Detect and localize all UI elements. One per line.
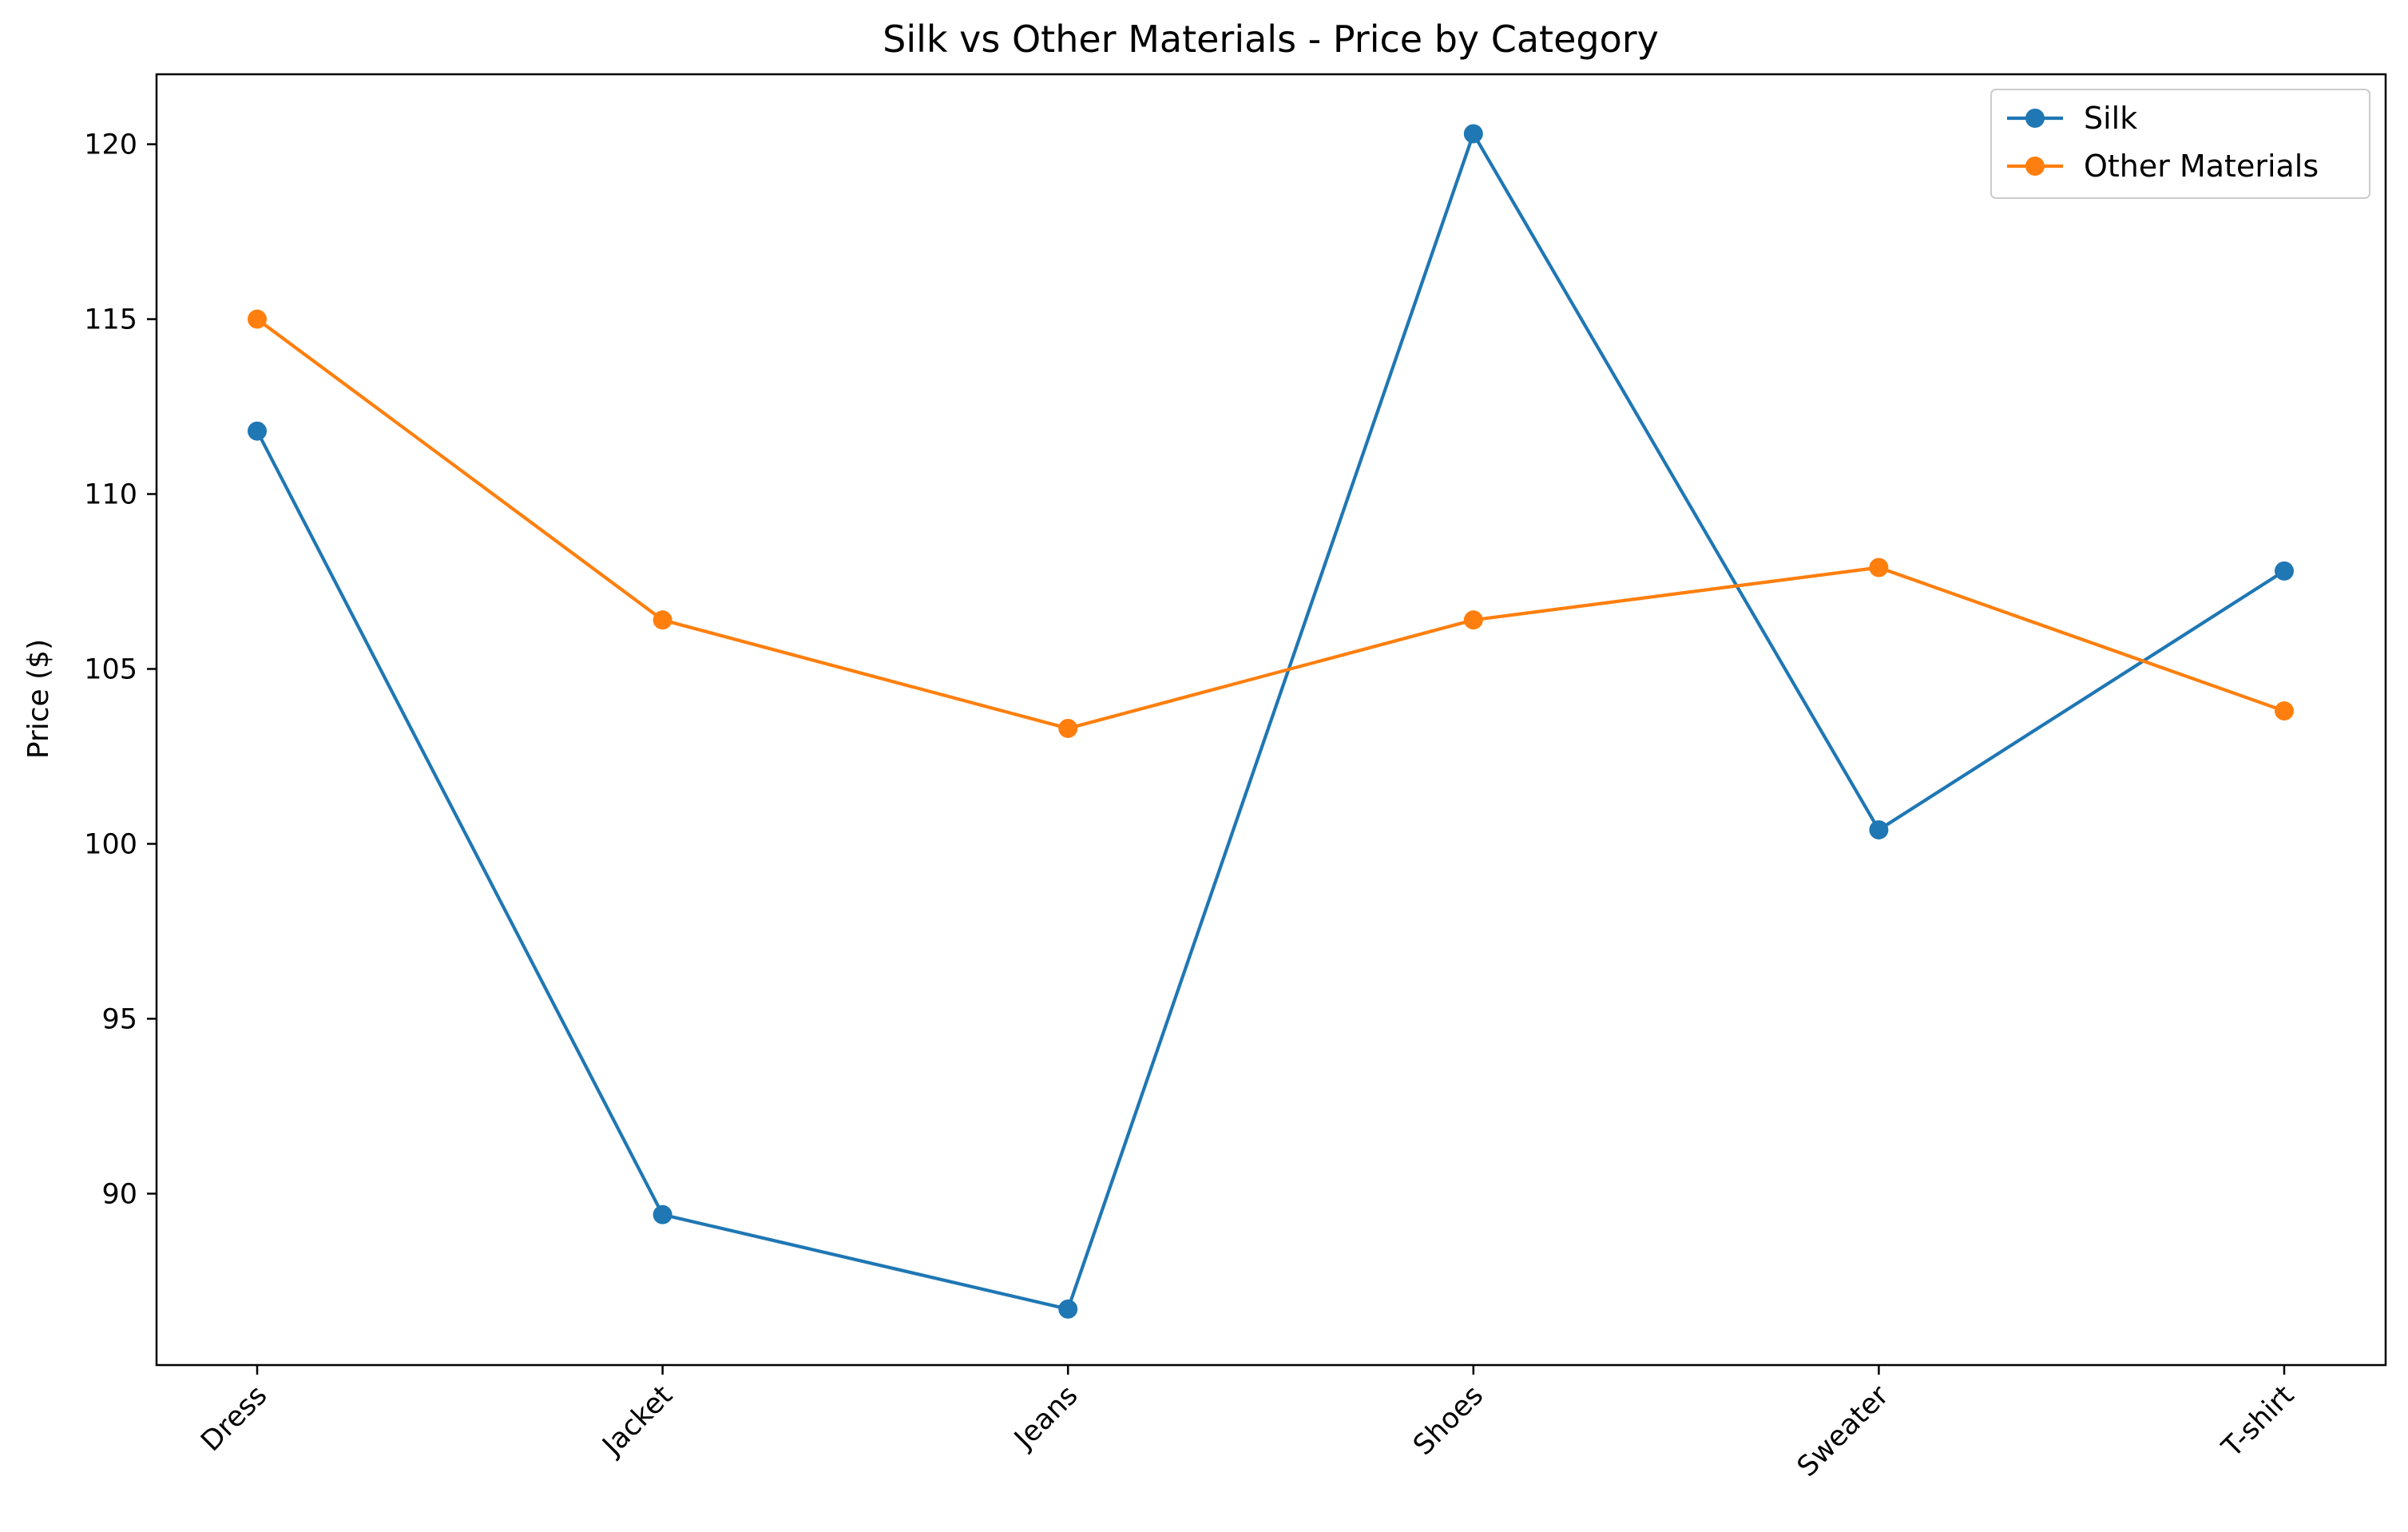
y-tick-label: 95 [101, 1003, 137, 1035]
x-tick-label: Sweater [1791, 1379, 1895, 1483]
legend-label: Other Materials [2084, 149, 2319, 184]
y-tick-label: 120 [84, 129, 137, 161]
data-point-0-4 [1869, 820, 1889, 839]
legend-box [1990, 89, 2370, 199]
x-tick-label: T-shirt [2216, 1379, 2300, 1464]
legend-marker-0 [2025, 109, 2045, 128]
data-point-0-3 [1463, 124, 1483, 144]
series-line-0 [255, 132, 2287, 1312]
x-tick-label: Shoes [1407, 1379, 1490, 1462]
data-point-1-2 [1058, 718, 1078, 738]
data-point-0-1 [653, 1205, 672, 1224]
data-point-1-1 [653, 610, 672, 630]
x-tick-label: Jeans [1008, 1379, 1085, 1456]
series-line-1 [255, 317, 2287, 731]
plot-frame [155, 73, 2387, 1367]
y-tick-label: 110 [84, 479, 137, 511]
data-point-0-2 [1058, 1299, 1078, 1319]
y-tick-label: 100 [84, 828, 137, 860]
y-tick-label: 105 [84, 653, 137, 685]
y-axis-label: Price ($) [22, 639, 55, 759]
data-point-1-4 [1869, 558, 1889, 577]
legend-marker-1 [2025, 157, 2045, 176]
x-tick-label: Dress [195, 1379, 273, 1458]
data-point-0-0 [248, 421, 267, 441]
legend: Silk Other Materials [1990, 89, 2370, 199]
x-tick-label: Jacket [596, 1379, 679, 1463]
y-tick-label: 115 [84, 304, 137, 336]
data-point-1-3 [1463, 610, 1483, 630]
data-point-1-0 [248, 309, 267, 329]
plot-area: 90 95 100 105 110 115 120 Dress Jacket Jeans Shoes… [84, 73, 2387, 1483]
y-tick-label: 90 [101, 1178, 137, 1210]
chart-title: Silk vs Other Materials - Price by Categ… [883, 18, 1659, 61]
legend-label: Silk [2084, 101, 2137, 136]
data-point-0-5 [2275, 561, 2294, 581]
data-point-1-5 [2275, 701, 2294, 721]
